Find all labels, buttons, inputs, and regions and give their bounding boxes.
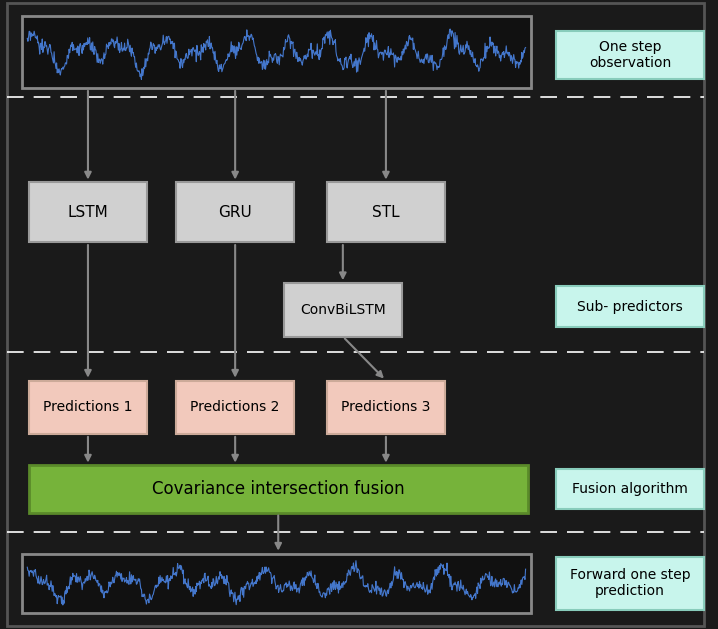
- Text: Covariance intersection fusion: Covariance intersection fusion: [152, 480, 404, 498]
- Text: Predictions 1: Predictions 1: [43, 400, 133, 415]
- Text: Fusion algorithm: Fusion algorithm: [572, 482, 688, 496]
- Text: GRU: GRU: [218, 205, 252, 220]
- Bar: [22, 16, 531, 88]
- Text: Predictions 2: Predictions 2: [190, 400, 280, 415]
- Bar: [556, 286, 704, 327]
- Bar: [29, 465, 528, 513]
- Bar: [22, 554, 531, 613]
- Bar: [556, 469, 704, 509]
- Bar: [29, 182, 147, 242]
- Bar: [284, 283, 402, 337]
- Bar: [29, 381, 147, 434]
- Text: STL: STL: [372, 205, 400, 220]
- Bar: [556, 31, 704, 79]
- Text: ConvBiLSTM: ConvBiLSTM: [300, 303, 386, 317]
- Text: Forward one step
prediction: Forward one step prediction: [569, 568, 691, 599]
- Bar: [327, 381, 445, 434]
- Text: Sub- predictors: Sub- predictors: [577, 299, 683, 314]
- Bar: [176, 381, 294, 434]
- Text: LSTM: LSTM: [67, 205, 108, 220]
- Bar: [327, 182, 445, 242]
- Bar: [556, 557, 704, 610]
- Text: Predictions 3: Predictions 3: [341, 400, 431, 415]
- Bar: [176, 182, 294, 242]
- Text: One step
observation: One step observation: [589, 40, 671, 70]
